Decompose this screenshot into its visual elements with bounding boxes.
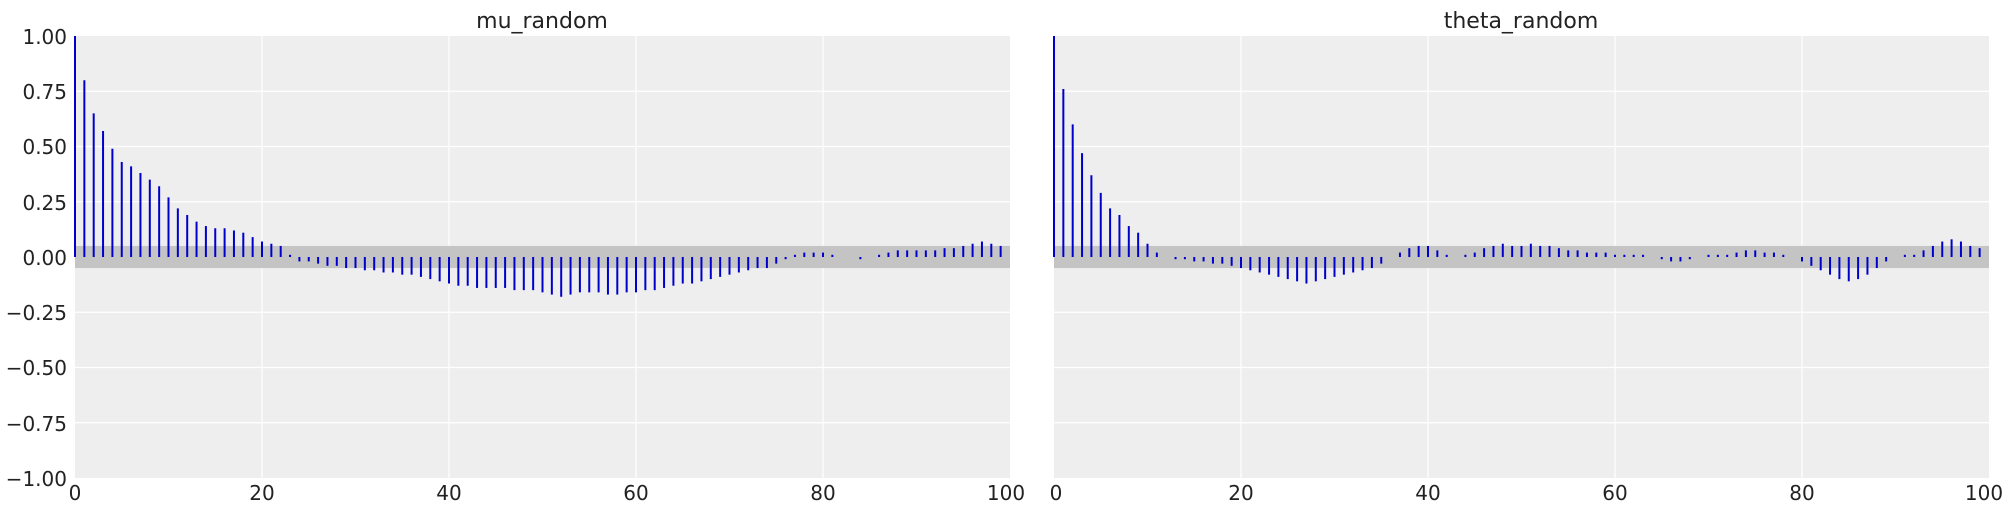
y-tick-label: 0.50 [22,135,67,159]
x-tick-label: 100 [987,481,1025,505]
x-tick-label: 20 [249,481,274,505]
plot-panel-mu-random: mu_random 1.00 0.75 0.50 0.25 0.00 −0.25… [6,9,1025,505]
y-tick-label: −0.75 [6,412,67,436]
x-tick-label: 0 [1050,481,1063,505]
x-tick-label: 80 [810,481,835,505]
x-tick-label: 40 [436,481,461,505]
y-tick-label: −0.25 [6,301,67,325]
x-tick-label: 80 [1789,481,1814,505]
x-tick-label: 40 [1415,481,1440,505]
stems-theta-random [1053,36,1981,284]
y-tick-label: −1.00 [6,467,67,491]
y-tick-labels-mu-random: 1.00 0.75 0.50 0.25 0.00 −0.25 −0.50 −0.… [6,25,67,491]
stems-mu-random [74,36,1002,297]
y-tick-label: 0.25 [22,191,67,215]
x-tick-labels-theta-random: 0 20 40 60 80 100 [1050,481,2003,505]
chart-title-theta-random: theta_random [1444,9,1599,34]
x-tick-label: 100 [1965,481,2003,505]
y-tick-label: −0.50 [6,356,67,380]
x-tick-label: 60 [1602,481,1627,505]
y-tick-label: 0.00 [22,246,67,270]
y-tick-label: 0.75 [22,80,67,104]
x-tick-label: 0 [69,481,82,505]
x-tick-label: 20 [1228,481,1253,505]
x-tick-labels-mu-random: 0 20 40 60 80 100 [69,481,1025,505]
chart-title-mu-random: mu_random [476,9,608,34]
x-tick-label: 60 [623,481,648,505]
y-tick-label: 1.00 [22,25,67,49]
plot-panel-theta-random: theta_random 0 20 40 60 80 100 [1050,9,2003,505]
